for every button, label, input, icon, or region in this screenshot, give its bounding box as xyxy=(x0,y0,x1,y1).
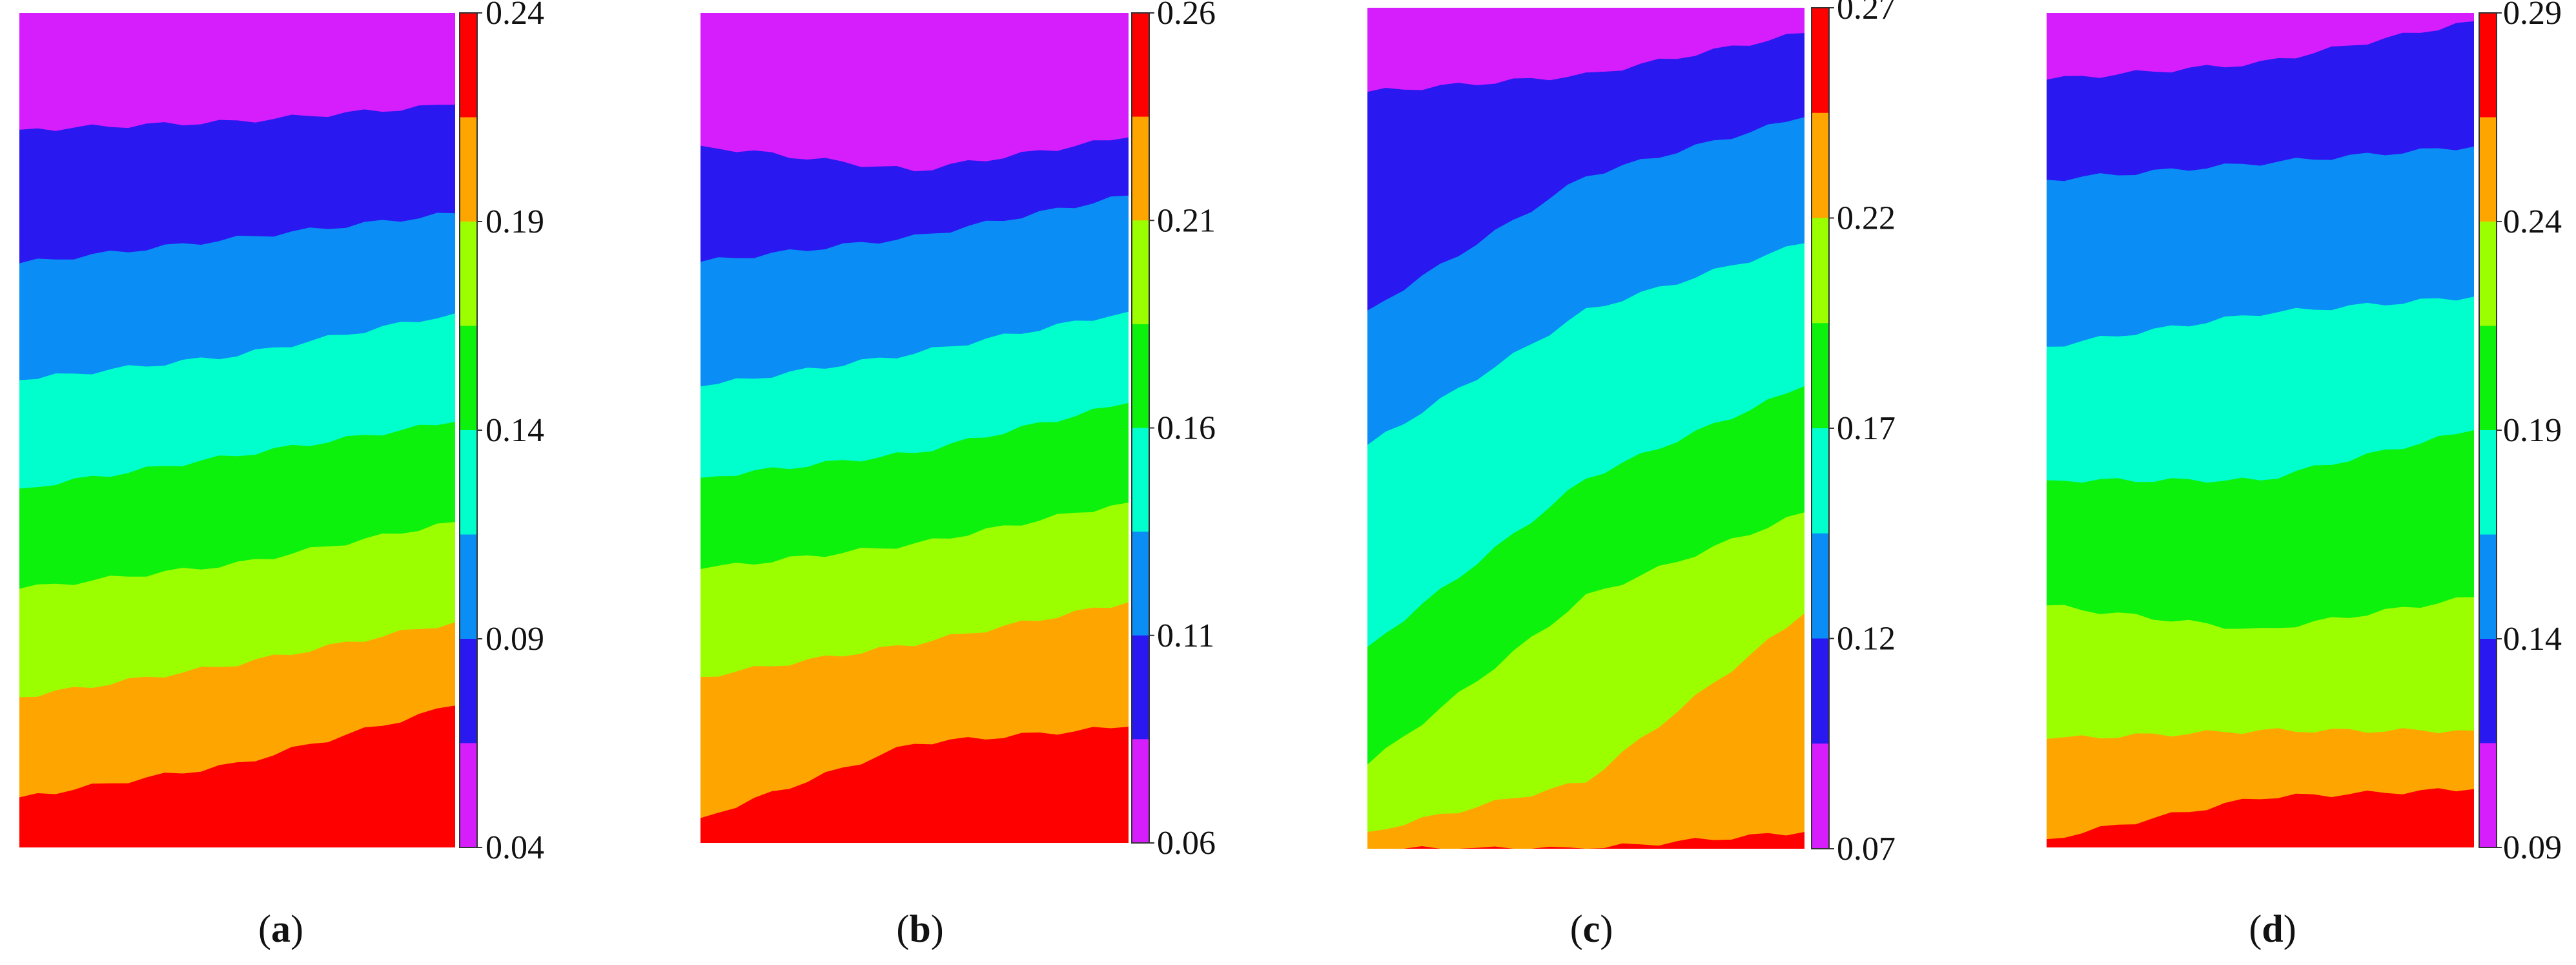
colorbar-segment xyxy=(1812,8,1829,114)
colorbar-segment xyxy=(2479,639,2497,743)
colorbar-tick-label: 0.21 xyxy=(1157,202,1216,239)
contour-level-8 xyxy=(2047,788,2474,847)
contour-level-8 xyxy=(700,727,1129,843)
colorbar-segment xyxy=(1132,116,1149,221)
colorbar-tick-label: 0.19 xyxy=(2503,412,2562,449)
colorbar-tick-label: 0.26 xyxy=(1157,0,1216,32)
colorbar-segment xyxy=(460,326,477,431)
colorbar-segment xyxy=(1132,13,1149,118)
contour-level-8 xyxy=(1367,832,1804,849)
colorbar-segment xyxy=(1812,218,1829,324)
contour-level-7 xyxy=(1367,613,1804,849)
panel-label-a: (a) xyxy=(258,908,303,950)
colorbar-segment xyxy=(460,13,477,118)
colorbar-segment xyxy=(1812,428,1829,534)
colorbar-segment xyxy=(1132,324,1149,428)
colorbar-segment xyxy=(2479,430,2497,535)
contour-level-8 xyxy=(19,705,455,847)
colorbar-segment xyxy=(2479,222,2497,326)
colorbar-segment xyxy=(460,222,477,326)
panel-d: 0.29 0.24 0.19 0.14 0.09 (d) xyxy=(2047,0,2562,950)
colorbar-c: 0.27 0.22 0.17 0.12 0.07 xyxy=(1811,0,1896,867)
colorbar-segment xyxy=(2479,13,2497,118)
colorbar-tick-label: 0.07 xyxy=(1837,831,1896,867)
colorbar-segment xyxy=(2479,117,2497,222)
panel-a: 0.24 0.19 0.14 0.09 0.04 (a) xyxy=(19,0,544,950)
colorbar-tick-label: 0.14 xyxy=(2503,621,2562,658)
colorbar-segment xyxy=(1132,532,1149,636)
colorbar-segment xyxy=(2479,534,2497,639)
colorbar-segment xyxy=(1812,743,1829,849)
colorbar-tick-label: 0.19 xyxy=(486,203,544,240)
colorbar-segment xyxy=(1132,635,1149,740)
colorbar-segment xyxy=(460,117,477,222)
colorbar-tick-label: 0.09 xyxy=(2503,829,2562,866)
colorbar-tick-label: 0.09 xyxy=(486,621,544,658)
colorbar-tick-label: 0.24 xyxy=(2503,203,2562,240)
colorbar-tick-label: 0.06 xyxy=(1157,825,1216,862)
colorbar-segment xyxy=(460,534,477,639)
colorbar-tick-label: 0.04 xyxy=(486,829,544,866)
colorbar-segment xyxy=(2479,326,2497,431)
colorbar-segment xyxy=(1812,112,1829,218)
colorbar-tick-label: 0.17 xyxy=(1837,410,1896,447)
colorbar-segment xyxy=(1812,323,1829,429)
panel-label-b: (b) xyxy=(896,908,943,950)
colorbar-tick-label: 0.24 xyxy=(486,0,544,32)
panel-c: 0.27 0.22 0.17 0.12 0.07 (c) xyxy=(1367,0,1896,950)
panel-b: 0.26 0.21 0.16 0.11 0.06 (b) xyxy=(700,0,1216,950)
panel-label-d: (d) xyxy=(2249,908,2296,950)
colorbar-tick-label: 0.12 xyxy=(1837,621,1896,658)
colorbar-tick-label: 0.27 xyxy=(1837,0,1896,26)
colorbar-b: 0.26 0.21 0.16 0.11 0.06 xyxy=(1131,0,1216,862)
colorbar-tick-label: 0.29 xyxy=(2503,0,2562,32)
colorbar-segment xyxy=(1812,533,1829,639)
colorbar-segment xyxy=(1132,428,1149,532)
colorbar-tick-label: 0.11 xyxy=(1157,617,1214,654)
colorbar-tick-label: 0.22 xyxy=(1837,200,1896,237)
colorbar-segment xyxy=(1132,739,1149,844)
colorbar-segment xyxy=(1132,220,1149,325)
colorbar-segment xyxy=(460,639,477,743)
colorbar-tick-label: 0.14 xyxy=(486,412,544,449)
colorbar-d: 0.29 0.24 0.19 0.14 0.09 xyxy=(2479,0,2562,866)
colorbar-a: 0.24 0.19 0.14 0.09 0.04 xyxy=(459,0,544,866)
panel-label-c: (c) xyxy=(1570,908,1613,950)
colorbar-segment xyxy=(460,430,477,535)
colorbar-segment xyxy=(2479,743,2497,848)
colorbar-tick-label: 0.16 xyxy=(1157,410,1216,447)
colorbar-segment xyxy=(460,743,477,848)
colorbar-segment xyxy=(1812,638,1829,744)
